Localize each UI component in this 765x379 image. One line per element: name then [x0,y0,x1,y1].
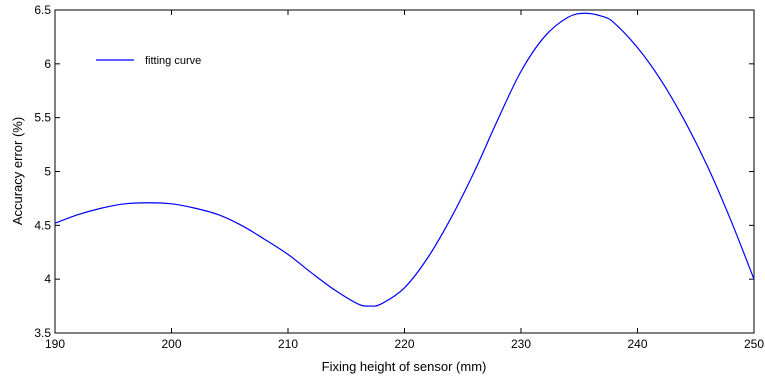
x-tick-label: 200 [161,337,181,351]
y-tick-label: 4.5 [34,218,51,232]
x-tick-label: 220 [394,337,414,351]
legend: fitting curve [96,55,201,67]
y-tick-label: 5.5 [34,111,51,125]
x-axis-title: Fixing height of sensor (mm) [322,359,487,374]
y-axis: 3.5 4 4.5 5 5.5 6 6.5 [34,3,754,340]
legend-label: fitting curve [145,55,201,67]
y-tick-label: 3.5 [34,326,51,340]
x-tick-label: 240 [627,337,647,351]
y-tick-label: 6.5 [34,3,51,17]
x-tick-label: 190 [45,337,65,351]
y-tick-label: 5 [44,165,51,179]
fitting-curve-line [54,12,755,307]
x-tick-label: 230 [511,337,531,351]
y-axis-title: Accuracy error (%) [10,117,25,225]
y-tick-label: 6 [44,57,51,71]
y-tick-label: 4 [44,272,51,286]
x-axis: 190 200 210 220 230 240 250 [45,10,764,351]
x-tick-label: 250 [744,337,764,351]
x-tick-label: 210 [278,337,298,351]
plot-area [54,9,755,334]
